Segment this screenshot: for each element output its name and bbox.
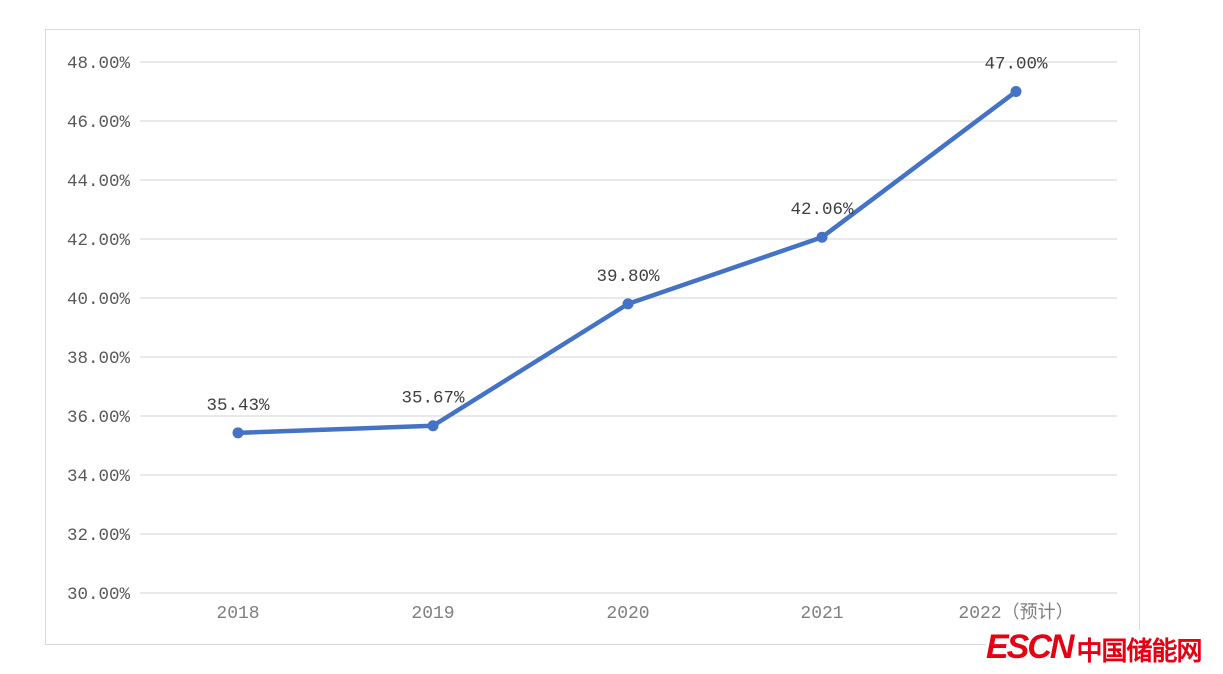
y-axis-tick-label: 44.00% xyxy=(67,172,131,192)
watermark-site-name: 中国储能网 xyxy=(1076,636,1202,666)
data-point-marker xyxy=(232,427,244,439)
x-axis-tick-label: 2019 xyxy=(411,604,454,624)
y-axis-tick-label: 34.00% xyxy=(67,467,131,487)
x-axis-tick-label: 2021 xyxy=(800,604,843,624)
x-axis-tick-label: 2018 xyxy=(216,604,259,624)
y-axis-tick-label: 36.00% xyxy=(67,408,131,428)
data-point-marker xyxy=(1010,86,1022,97)
data-point-label: 47.00% xyxy=(984,55,1048,75)
x-axis-tick-label: 2022（预计） xyxy=(958,602,1073,624)
y-axis-tick-label: 40.00% xyxy=(67,290,131,310)
watermark-brand-text: ESCN xyxy=(986,628,1074,666)
y-axis-tick-label: 38.00% xyxy=(67,349,131,369)
data-point-marker xyxy=(622,298,634,310)
data-point-label: 35.67% xyxy=(401,389,465,409)
chart-panel: 48.00% 46.00% 44.00% 42.00% 40.00% 38.00% 36.0… xyxy=(45,29,1140,645)
x-axis-tick-label: 2020 xyxy=(606,604,649,624)
y-axis-tick-label: 46.00% xyxy=(67,113,131,133)
data-point-label: 35.43% xyxy=(206,396,270,416)
y-axis-tick-label: 42.00% xyxy=(67,231,131,251)
data-point-label: 39.80% xyxy=(596,267,660,287)
line-chart: 48.00% 46.00% 44.00% 42.00% 40.00% 38.00% 36.0… xyxy=(67,54,1117,624)
data-point-label: 42.06% xyxy=(790,200,854,220)
watermark-logo: ESCN 中国储能网 xyxy=(986,628,1202,666)
series-line xyxy=(235,89,1019,436)
data-point-marker xyxy=(816,231,828,243)
y-axis-tick-label: 30.00% xyxy=(67,585,131,605)
y-axis-tick-label: 48.00% xyxy=(67,54,131,74)
data-point-marker xyxy=(427,420,439,432)
y-axis-tick-label: 32.00% xyxy=(67,526,131,546)
